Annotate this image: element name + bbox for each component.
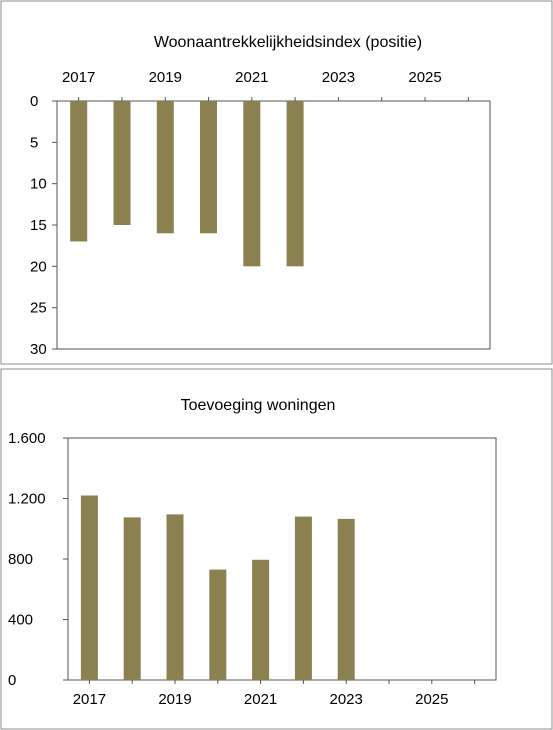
x-tick-label: 2025 [415, 691, 448, 708]
y-tick-label: 5 [30, 134, 38, 151]
y-tick-label: 800 [8, 551, 33, 568]
bar [200, 101, 217, 234]
chart-woonaantrekkelijkheid: Woonaantrekkelijkheidsindex (positie) 0 5… [0, 0, 553, 365]
y-tick-label: 20 [30, 258, 47, 275]
bar [156, 101, 174, 234]
y-tick-label: 10 [30, 176, 47, 193]
y-tick-label: 25 [30, 300, 47, 317]
chart-toevoeging-woningen: Toevoeging woningen 0 400 800 1.200 1.600 201… [0, 368, 553, 730]
chart-panel-toevoeging-woningen: Toevoeging woningen 0 400 800 1.200 1.600 201… [0, 368, 553, 730]
bar [123, 517, 141, 680]
bar [286, 101, 304, 267]
bar [337, 518, 355, 680]
x-tick-label: 2019 [158, 691, 191, 708]
x-tick-label: 2017 [62, 69, 95, 86]
bar [294, 516, 312, 680]
y-tick-label: 0 [30, 93, 38, 110]
chart-area-border [0, 368, 553, 730]
chart-area-border [0, 0, 553, 365]
bar [80, 495, 98, 680]
y-tick-label: 15 [30, 217, 47, 234]
x-tick-label: 2021 [235, 69, 268, 86]
x-tick-label: 2025 [408, 69, 441, 86]
bar [209, 569, 227, 680]
bar [70, 101, 88, 242]
x-tick-label: 2021 [244, 691, 277, 708]
y-tick-label: 400 [8, 612, 33, 629]
chart-panel-woonaantrekkelijkheid: Woonaantrekkelijkheidsindex (positie) 0 5… [0, 0, 553, 366]
x-tick-label: 2017 [73, 691, 106, 708]
chart-title: Toevoeging woningen [181, 397, 336, 414]
bar [252, 559, 270, 680]
chart-title: Woonaantrekkelijkheidsindex (positie) [154, 34, 422, 51]
x-tick-label: 2019 [149, 69, 182, 86]
y-tick-label: 30 [30, 341, 47, 358]
bar [243, 101, 261, 267]
y-tick-label: 1.600 [8, 430, 46, 447]
y-tick-label: 1.200 [8, 491, 46, 508]
bar [166, 514, 184, 680]
x-tick-label: 2023 [322, 69, 355, 86]
y-tick-label: 0 [8, 672, 16, 689]
bar [113, 101, 131, 225]
x-tick-label: 2023 [330, 691, 363, 708]
